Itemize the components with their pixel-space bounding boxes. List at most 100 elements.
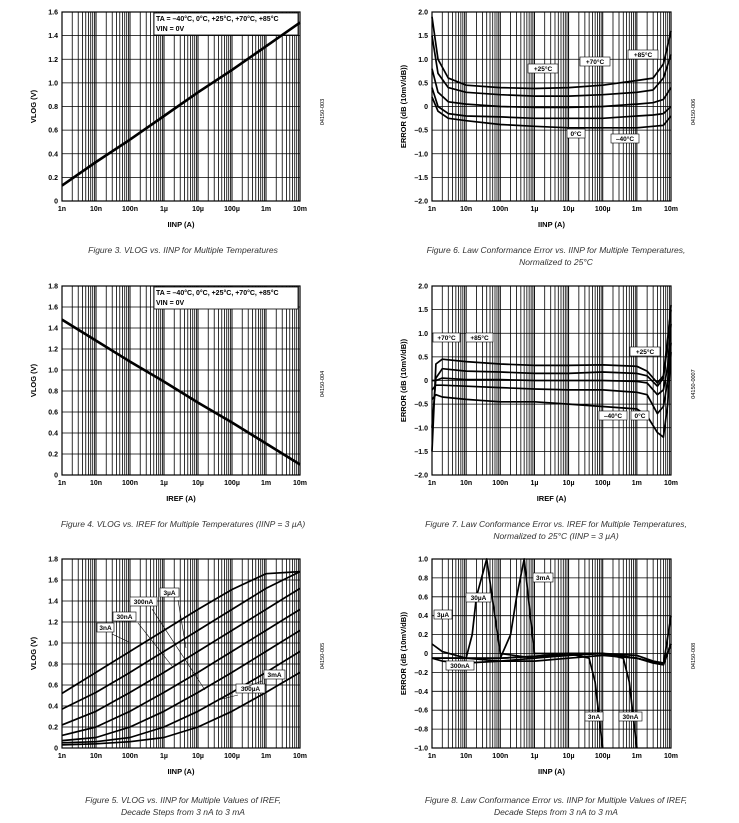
y-tick-label: 1.0 xyxy=(48,368,58,375)
x-tick-label: 10n xyxy=(460,480,472,487)
annotation-label: +70°C xyxy=(586,58,605,66)
x-tick-label: 1n xyxy=(58,480,66,487)
y-tick-label: 0.2 xyxy=(48,452,58,459)
y-tick-label: 1.5 xyxy=(418,33,428,40)
chart-fig4: 0 0.2 0.4 0.6 0.8 1.0 1.2 1.4 1.6 1.8 1n 10n 100n 1µ 1… xyxy=(29,284,326,530)
x-axis-label: IINP (A) xyxy=(538,767,565,776)
x-tick-label: 100µ xyxy=(224,480,240,487)
series-line-85C xyxy=(431,304,672,428)
y-tick-label: 1.5 xyxy=(418,307,428,314)
x-tick-label: 10n xyxy=(460,753,472,760)
series-line-70C xyxy=(431,35,672,97)
annotation-box xyxy=(566,128,586,139)
series-line-30nA xyxy=(61,570,301,710)
y-axis-label: VLOG (V) xyxy=(29,636,38,670)
annotation-label: 30nA xyxy=(117,614,133,621)
series-group xyxy=(431,304,672,452)
y-tick-label: 1.0 xyxy=(48,641,58,648)
y-tick-label: 0 xyxy=(54,746,58,753)
annotation-box xyxy=(584,711,604,722)
x-tick-label: 1µ xyxy=(530,206,538,213)
annotation-box xyxy=(432,332,461,343)
x-tick-label: 1m xyxy=(632,206,642,213)
x-tick-label: 1m xyxy=(261,480,271,487)
x-tick-label: 1m xyxy=(632,480,642,487)
annotation-label: 0°C xyxy=(571,130,582,138)
legend-entry: TA = –40°C, 0°C, +25°C, +70°C, +85°C xyxy=(156,15,279,23)
y-tick-label: 0.4 xyxy=(48,431,58,438)
y-tick-label: 1.2 xyxy=(48,57,58,64)
series-line-0C xyxy=(431,87,672,120)
series-line-30nA xyxy=(432,652,638,749)
series-line-3A xyxy=(61,608,301,737)
annotation-box xyxy=(433,609,453,620)
x-tick-label: 100µ xyxy=(224,206,240,213)
x-tick-label: 1m xyxy=(261,206,271,213)
y-tick-label: 1.6 xyxy=(48,10,58,17)
annotation-leader xyxy=(137,622,173,667)
x-tick-label: 100n xyxy=(122,480,138,487)
y-axis-label: VLOG (V) xyxy=(29,363,38,397)
x-tick-label: 10n xyxy=(90,753,102,760)
x-tick-label: 10µ xyxy=(563,753,575,760)
chart-fig5: 0 0.2 0.4 0.6 0.8 1.0 1.2 1.4 1.6 1.8 1n 10n 100n 1µ 1… xyxy=(29,557,326,818)
grid xyxy=(431,11,672,202)
y-tick-label: 1.2 xyxy=(48,620,58,627)
annotation-box xyxy=(96,622,115,633)
annotation-box xyxy=(627,49,659,60)
annotations: +25°C +70°C +85°C 0°C –40°C xyxy=(527,49,659,144)
annotation-label: +85°C xyxy=(634,51,653,59)
x-tick-label: 10m xyxy=(664,480,678,487)
series-line-3mA xyxy=(61,671,301,746)
annotation-label: +25°C xyxy=(534,65,553,73)
x-tick-label: 1n xyxy=(58,206,66,213)
y-tick-label: 0 xyxy=(424,651,428,658)
series-line-30A xyxy=(61,629,301,742)
annotation-label: 3nA xyxy=(99,625,112,632)
x-tick-label: 10µ xyxy=(192,753,204,760)
series-line-0 xyxy=(61,318,301,466)
x-tick-label: 10m xyxy=(664,753,678,760)
x-axis-label: IINP (A) xyxy=(538,220,565,229)
annotation-box xyxy=(629,346,661,357)
series-line-3nA xyxy=(61,570,301,695)
x-tick-label: 1µ xyxy=(160,480,168,487)
y-axis-label: VLOG (V) xyxy=(29,89,38,123)
x-axis-label: IINP (A) xyxy=(168,767,195,776)
x-axis-label: IINP (A) xyxy=(168,220,195,229)
annotation-box xyxy=(465,332,494,343)
x-tick-label: 100µ xyxy=(595,206,611,213)
figure-code: 04150-0007 xyxy=(691,369,697,398)
annotation-box xyxy=(465,592,492,603)
y-tick-label: 0.6 xyxy=(418,594,428,601)
y-tick-label: –2.0 xyxy=(414,199,428,206)
series-line-40C xyxy=(431,96,672,129)
y-tick-label: 0.8 xyxy=(48,104,58,111)
legend-box xyxy=(153,286,299,310)
annotation-box xyxy=(579,56,611,67)
y-tick-label: –1.5 xyxy=(414,449,428,456)
y-tick-label: 0 xyxy=(424,104,428,111)
legend: TA = –40°C, 0°C, +25°C, +70°C, +85°C VIN … xyxy=(153,12,299,36)
x-tick-label: 10µ xyxy=(192,480,204,487)
y-tick-label: 0.2 xyxy=(418,632,428,639)
x-tick-label: 10n xyxy=(460,206,472,213)
x-tick-label: 1µ xyxy=(530,480,538,487)
series-line-70C xyxy=(431,309,672,452)
annotation-label: 3µA xyxy=(163,590,175,597)
annotation-box xyxy=(159,587,180,598)
annotation-label: +25°C xyxy=(636,348,655,356)
annotation-label: –40°C xyxy=(604,412,622,420)
annotation-box xyxy=(532,572,554,583)
grid xyxy=(61,11,301,202)
x-tick-label: 100µ xyxy=(595,753,611,760)
x-tick-label: 10m xyxy=(293,753,307,760)
annotation-leader xyxy=(151,608,206,691)
figure-caption: Decade Steps from 3 nA to 3 mA xyxy=(121,807,245,817)
y-tick-label: 1.8 xyxy=(48,284,58,291)
x-tick-label: 1m xyxy=(261,753,271,760)
y-tick-label: 1.0 xyxy=(418,557,428,564)
y-axis-label: ERROR (dB (10mV/dB)) xyxy=(399,338,408,422)
figure-caption: Normalized to 25°C xyxy=(519,257,594,267)
y-tick-label: 0.8 xyxy=(48,389,58,396)
